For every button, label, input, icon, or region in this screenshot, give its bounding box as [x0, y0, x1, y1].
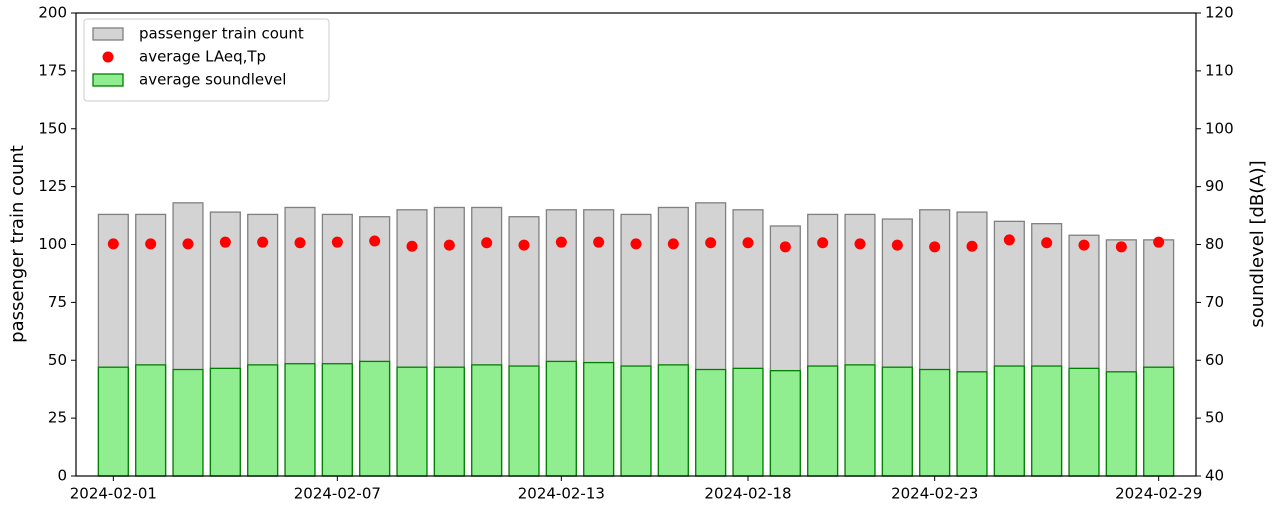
point [593, 236, 605, 248]
bar [583, 361, 615, 477]
point [1003, 234, 1015, 246]
y-tick-label: 50 [48, 351, 67, 369]
point [518, 239, 530, 251]
point [443, 239, 455, 251]
legend-frame [83, 18, 330, 102]
bar [881, 366, 913, 477]
point [257, 236, 269, 248]
y2-axis-title: soundlevel [dB(A)] [1247, 160, 1268, 327]
x-tick-label: 2024-02-29 [1115, 485, 1202, 503]
legend-label: average soundlevel [139, 71, 286, 89]
point [107, 238, 119, 250]
point [369, 235, 381, 247]
y2-tick-label: 40 [1205, 467, 1224, 485]
y2-tick-label: 80 [1205, 235, 1224, 253]
point [1115, 241, 1127, 253]
y2-tick-label: 120 [1205, 4, 1234, 22]
bar [956, 371, 988, 477]
bar [135, 364, 167, 477]
y2-tick-label: 90 [1205, 177, 1224, 195]
y2-tick-label: 60 [1205, 351, 1224, 369]
bar [172, 368, 204, 477]
legend-label: average LAeq,Tp [139, 48, 266, 66]
point [817, 237, 829, 249]
y-tick-label: 200 [38, 4, 67, 22]
legend-swatch [92, 27, 124, 41]
point [630, 238, 642, 250]
point [1153, 236, 1165, 248]
y-tick-label: 75 [48, 293, 67, 311]
point [779, 241, 791, 253]
point [406, 240, 418, 252]
x-tick-label: 2024-02-13 [518, 485, 605, 503]
bar [919, 368, 951, 477]
bar [396, 366, 428, 477]
bar [508, 365, 540, 477]
bar [1143, 366, 1175, 477]
point [331, 236, 343, 248]
y-tick-label: 125 [38, 177, 67, 195]
bar [620, 365, 652, 477]
point [555, 236, 567, 248]
point [929, 241, 941, 253]
bar [1068, 367, 1100, 477]
point [1041, 237, 1053, 249]
bar [247, 364, 279, 477]
legend-marker [102, 51, 114, 63]
point [705, 237, 717, 249]
bar [993, 365, 1025, 477]
point [182, 238, 194, 250]
legend: passenger train count average LAeq,Tp aver… [83, 18, 330, 102]
point [966, 240, 978, 252]
bar [732, 367, 764, 477]
bar [321, 363, 353, 477]
bar [209, 367, 241, 477]
y-tick-label: 25 [48, 409, 67, 427]
bar [97, 366, 129, 477]
y2-tick-label: 110 [1205, 61, 1234, 79]
bar [545, 360, 577, 477]
legend-label: passenger train count [139, 25, 304, 43]
legend-swatch [92, 73, 124, 87]
y2-tick-label: 100 [1205, 119, 1234, 137]
bar [657, 364, 689, 477]
bar [695, 368, 727, 477]
point [891, 239, 903, 251]
x-tick-label: 2024-02-18 [704, 485, 791, 503]
x-tick-label: 2024-02-07 [294, 485, 381, 503]
x-tick-label: 2024-02-01 [70, 485, 157, 503]
point [219, 236, 231, 248]
y-tick-label: 100 [38, 235, 67, 253]
bar [769, 370, 801, 477]
point [145, 238, 157, 250]
y-tick-label: 0 [57, 467, 67, 485]
bar [807, 365, 839, 477]
point [1078, 239, 1090, 251]
y-tick-label: 175 [38, 61, 67, 79]
x-tick-label: 2024-02-23 [891, 485, 978, 503]
bar [359, 360, 391, 477]
point [294, 237, 306, 249]
y2-tick-label: 70 [1205, 293, 1224, 311]
bar [284, 363, 316, 477]
y-tick-label: 150 [38, 119, 67, 137]
bar [433, 366, 465, 477]
y-axis-title: passenger train count [7, 145, 28, 343]
bar [1031, 365, 1063, 477]
y2-tick-label: 50 [1205, 409, 1224, 427]
point [742, 237, 754, 249]
bar [1105, 371, 1137, 477]
point [854, 238, 866, 250]
bar [471, 364, 503, 477]
point [667, 238, 679, 250]
bar [844, 364, 876, 477]
point [481, 237, 493, 249]
